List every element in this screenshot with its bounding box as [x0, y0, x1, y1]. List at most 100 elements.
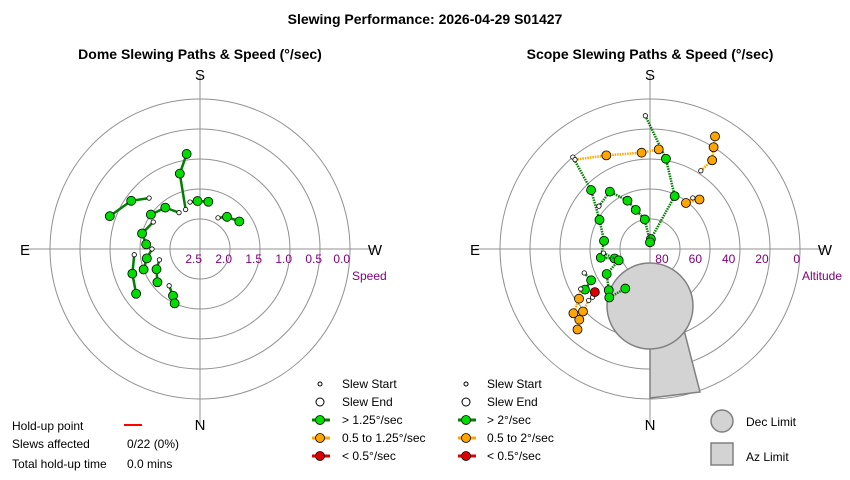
dome-tick-label: 1.0	[275, 252, 292, 266]
dec-limit-region	[606, 262, 694, 350]
dome-compass-e: E	[20, 242, 30, 259]
dome-slew-point	[141, 253, 152, 264]
holdup-point-label: Hold-up point	[12, 419, 84, 433]
dome-panel: Dome Slewing Paths & Speed (°/sec) S N E…	[20, 46, 387, 434]
dome-slew-point	[222, 211, 232, 222]
dome-legend-start-marker	[317, 381, 323, 387]
dome-compass-s: S	[195, 67, 205, 84]
scope-slew-path-6	[699, 136, 717, 172]
dome-legend-mid: 0.5 to 1.25°/sec	[342, 431, 426, 445]
dome-slews	[104, 149, 245, 309]
scope-slew-point	[594, 214, 605, 225]
scope-slew-point	[578, 286, 584, 292]
scope-slew-point	[601, 269, 612, 279]
scope-slew-point	[600, 250, 607, 256]
scope-slew-point	[661, 153, 671, 164]
scope-tick-label: 20	[755, 252, 769, 266]
scope-slew-point	[596, 203, 602, 209]
holdup-info: Hold-up point Slews affected 0/22 (0%) T…	[12, 419, 179, 471]
dome-slew-point	[203, 196, 214, 207]
dome-slew-point	[187, 199, 193, 205]
dome-slew-point	[145, 209, 156, 220]
holdup-time-value: 0.0 mins	[127, 457, 172, 471]
scope-legend-start-marker	[463, 381, 469, 387]
scope-legend-slow: < 0.5°/sec	[487, 449, 541, 463]
scope-slew-point	[574, 293, 584, 304]
dome-slew-point	[169, 298, 180, 309]
scope-slew-point	[710, 131, 720, 142]
scope-slew-point	[707, 155, 718, 166]
scope-slew-path-0	[644, 115, 676, 240]
scope-slew-point	[636, 147, 647, 158]
scope-slews	[568, 113, 720, 335]
dome-slew-point	[131, 288, 142, 299]
dome-tick-label: 0.0	[333, 252, 350, 266]
dome-tick-label: 2.0	[215, 252, 232, 266]
scope-legend-end: Slew End	[487, 395, 538, 409]
scope-tick-label: 40	[722, 252, 736, 266]
az-limit-swatch	[710, 442, 734, 466]
scope-tick-label: 80	[655, 252, 669, 266]
scope-compass-w: W	[818, 242, 833, 259]
scope-slew-point	[578, 306, 588, 317]
dome-slew-point	[146, 195, 152, 201]
scope-title: Scope Slewing Paths & Speed (°/sec)	[527, 46, 774, 62]
scope-slew-point	[708, 142, 719, 153]
dome-compass-n: N	[195, 417, 206, 434]
scope-legend-fast: > 2°/sec	[487, 413, 531, 427]
scope-legend-fast-marker	[461, 415, 471, 425]
dome-slew-point	[138, 264, 149, 275]
dec-limit-label: Dec Limit	[746, 415, 797, 429]
dome-tick-label: 0.5	[305, 252, 322, 266]
scope-slew-path-5	[574, 148, 659, 161]
dome-legend: Slew Start Slew End > 1.25°/sec 0.5 to 1…	[312, 377, 426, 463]
dome-legend-slow: < 0.5°/sec	[342, 449, 396, 463]
dome-slew-point	[150, 219, 156, 225]
scope-slew-path-2	[602, 251, 626, 300]
dome-slew-point	[141, 239, 152, 250]
scope-legend-end-marker	[461, 397, 471, 407]
dome-slew-point	[149, 246, 155, 252]
scope-slew-point	[599, 235, 609, 246]
scope-slew-point	[694, 194, 705, 205]
dome-slew-point	[183, 206, 189, 213]
scope-slew-point	[572, 324, 583, 335]
scope-slew-point	[642, 113, 648, 119]
slews-affected-value: 0/22 (0%)	[127, 437, 179, 451]
dome-ticks: 2.5 2.0 1.5 1.0 0.5 0.0	[185, 252, 350, 266]
scope-slew-point	[653, 144, 664, 155]
scope-legend-mid-marker	[461, 433, 471, 443]
scope-slew-path-8	[576, 299, 590, 330]
scope-slew-path-1	[571, 156, 615, 260]
dome-slew-point	[156, 257, 163, 263]
scope-slew-point	[681, 198, 691, 208]
scope-legend: Slew Start Slew End > 2°/sec 0.5 to 2°/s…	[458, 377, 554, 463]
dome-slew-point	[234, 216, 245, 227]
scope-slew-point	[586, 297, 592, 304]
dome-legend-fast: > 1.25°/sec	[342, 413, 403, 427]
dome-slew-point	[160, 202, 171, 213]
scope-slew-point	[574, 314, 585, 325]
scope-slew-point	[669, 191, 680, 202]
dome-tick-label: 2.5	[185, 252, 202, 266]
dome-slew-point	[152, 277, 163, 288]
scope-slew-point	[698, 168, 704, 174]
dome-slew-point	[174, 168, 185, 179]
scope-slew-point	[568, 308, 579, 319]
scope-tick-label: 0	[793, 252, 800, 266]
dome-grid	[25, 74, 375, 424]
scope-slew-point	[581, 270, 587, 276]
limits-legend: Dec Limit Az Limit	[710, 409, 797, 466]
scope-ticks: 80 60 40 20 0	[655, 252, 800, 266]
dome-legend-fast-marker	[315, 415, 325, 425]
scope-legend-mid: 0.5 to 2°/sec	[487, 431, 554, 445]
dome-slew-point	[192, 196, 203, 206]
scope-legend-slow-marker	[461, 451, 471, 461]
dome-tick-label: 1.5	[245, 252, 262, 266]
scope-axis-label: Altitude	[802, 269, 842, 283]
scope-slew-point	[639, 214, 650, 225]
dome-slew-point	[181, 149, 192, 159]
dome-slew-point	[104, 211, 115, 222]
scope-compass-e: E	[470, 242, 480, 259]
